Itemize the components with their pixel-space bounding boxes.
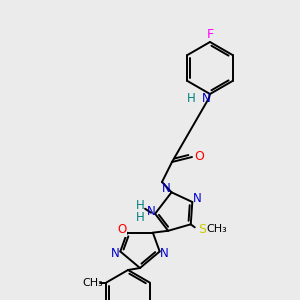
Text: H: H [187, 92, 196, 104]
Text: F: F [206, 28, 214, 41]
Text: N: N [162, 182, 171, 195]
Text: N: N [160, 247, 169, 260]
Text: N: N [202, 92, 210, 104]
Text: CH₃: CH₃ [82, 278, 103, 287]
Text: N: N [147, 205, 155, 218]
Text: O: O [118, 223, 127, 236]
Text: S: S [198, 223, 206, 236]
Text: H: H [136, 199, 145, 212]
Text: O: O [194, 151, 204, 164]
Text: N: N [193, 191, 202, 205]
Text: CH₃: CH₃ [206, 224, 227, 234]
Text: N: N [111, 247, 120, 260]
Text: H: H [136, 211, 145, 224]
